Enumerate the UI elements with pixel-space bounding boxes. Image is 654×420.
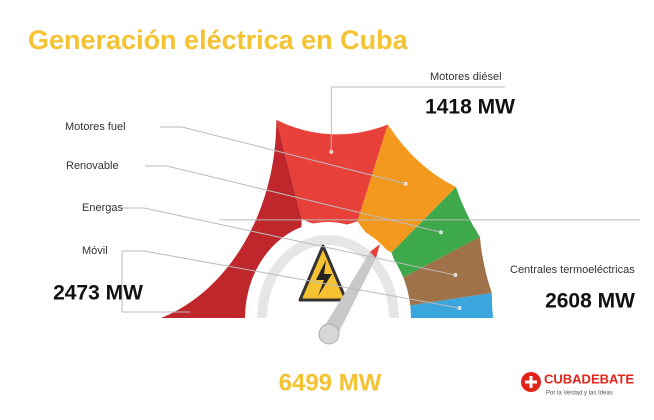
needle-hub xyxy=(318,323,340,345)
legend-label: Motores diésel xyxy=(430,71,502,83)
legend-label: Renovable xyxy=(66,160,119,172)
brand-logo-mark xyxy=(525,376,537,388)
arc-segment xyxy=(403,236,492,306)
leader-line xyxy=(122,250,460,309)
needle-tip xyxy=(370,244,380,258)
legend-label: Móvil xyxy=(82,245,108,257)
leader-line xyxy=(145,165,441,233)
leader-line xyxy=(160,126,406,185)
legend-label: Energas xyxy=(82,202,123,214)
value-label: 1418 MW xyxy=(425,96,515,119)
arc-segment xyxy=(409,292,493,318)
arc-segment xyxy=(357,124,456,253)
legend-label: Centrales termoeléctricas xyxy=(510,264,635,276)
value-label: 2608 MW xyxy=(545,290,635,313)
leader-line xyxy=(122,207,456,276)
brand-name: CUBADEBATE xyxy=(544,371,634,386)
bolt-icon xyxy=(316,260,332,296)
gauge-ring xyxy=(257,235,399,319)
gauge-needle xyxy=(322,244,380,338)
total-label: 6499 MW xyxy=(279,369,382,396)
chart-title: Generación eléctrica en Cuba xyxy=(28,25,409,55)
legend-label: Motores fuel xyxy=(65,121,126,133)
leader-line xyxy=(330,86,505,152)
arc-segment xyxy=(391,186,480,278)
group-total: 2473 MW xyxy=(53,282,143,305)
brand-tagline: Por la Verdad y las Ideas xyxy=(546,391,613,397)
